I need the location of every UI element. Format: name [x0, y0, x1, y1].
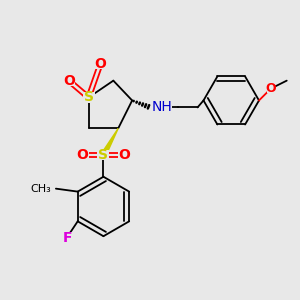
Text: O: O — [94, 57, 106, 71]
Bar — [267, 84, 275, 93]
Text: CH₃: CH₃ — [30, 184, 51, 194]
Bar — [98, 149, 110, 161]
Text: F: F — [63, 231, 73, 245]
Bar — [118, 149, 130, 161]
Bar — [62, 232, 74, 243]
Text: S: S — [84, 91, 94, 104]
Text: O: O — [63, 74, 75, 88]
Text: O: O — [266, 82, 276, 95]
Bar — [77, 149, 88, 161]
Text: NH: NH — [152, 100, 172, 114]
Polygon shape — [101, 128, 118, 156]
Bar — [63, 75, 75, 86]
Bar — [94, 58, 106, 69]
Text: O: O — [77, 148, 88, 162]
Text: O: O — [118, 148, 130, 162]
Bar — [152, 101, 172, 114]
Bar — [82, 92, 94, 103]
Text: S: S — [98, 148, 108, 162]
